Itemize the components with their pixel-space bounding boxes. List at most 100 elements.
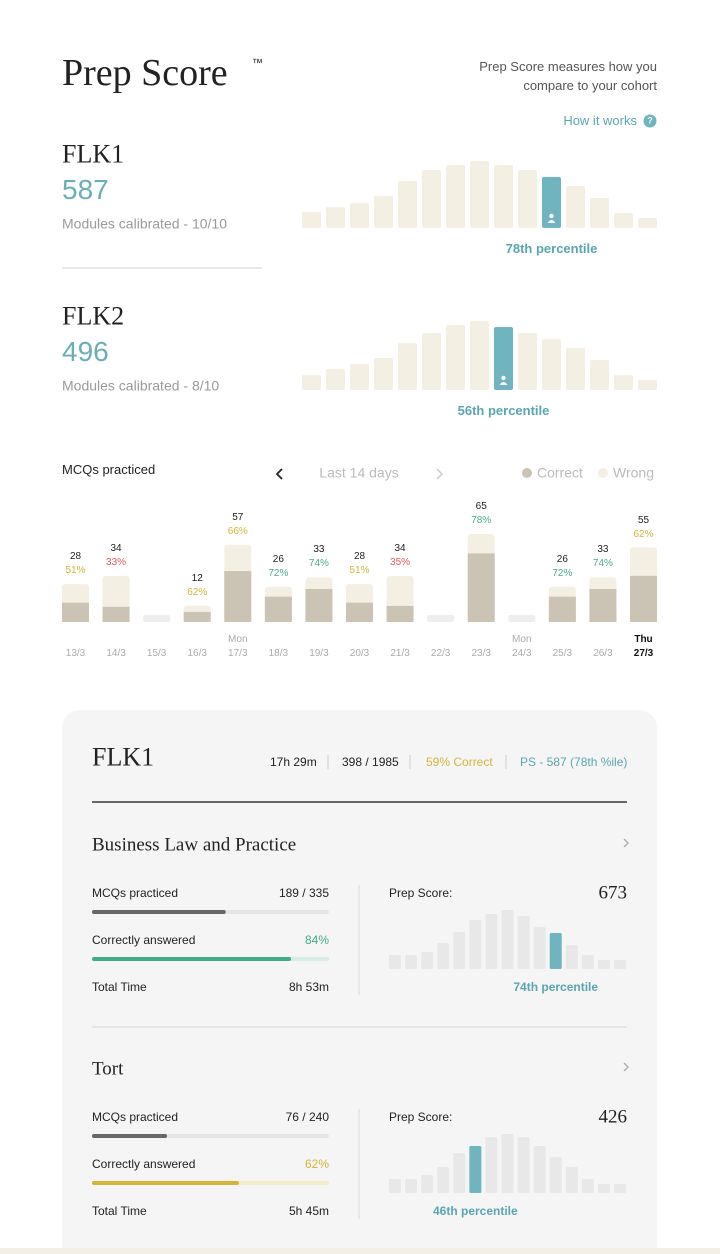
distribution-bar: [389, 955, 401, 969]
weekday: Mon: [512, 634, 532, 645]
period: Last 14 days: [319, 464, 399, 481]
empty-day: [427, 615, 455, 622]
date-label: 16/3: [187, 648, 207, 659]
exam-score: 587: [62, 174, 109, 206]
exam-score: 496: [62, 336, 109, 368]
weekday: Mon: [228, 634, 248, 645]
mcqs-count: 189 / 335: [278, 885, 329, 900]
distribution-bar: [398, 181, 417, 228]
title: Prep Score: [62, 52, 228, 95]
legend-label: Wrong: [613, 464, 654, 481]
empty-day: [143, 615, 171, 622]
correct-fill: [92, 1181, 239, 1185]
distribution-bar: [638, 380, 657, 390]
distribution-bar: [453, 932, 466, 969]
date-label: 22/3: [430, 648, 451, 659]
correct-fill: [92, 957, 292, 961]
distribution-bar: [533, 1146, 546, 1193]
pct-label: 74%: [308, 558, 329, 570]
distribution-bar: [446, 325, 465, 390]
distribution-bar: [614, 960, 626, 969]
correct-bar: [346, 602, 373, 622]
date-label: 19/3: [309, 648, 329, 659]
caption: Correctly answered: [92, 932, 196, 947]
chevron[interactable]: [623, 838, 629, 848]
date-label: 24/3: [512, 648, 532, 659]
pct-label: 62%: [187, 586, 208, 598]
distribution-bar: [590, 198, 609, 228]
caption: MCQs practiced: [92, 885, 179, 900]
correct-pct: 84%: [304, 932, 329, 947]
count-label: 57: [232, 511, 244, 523]
distribution-bar: [549, 1157, 562, 1193]
count-label: 55: [637, 514, 650, 526]
chevron[interactable]: [623, 1062, 629, 1072]
caption: Prep Score:: [389, 885, 453, 900]
pct-label: 35%: [390, 556, 411, 568]
distribution-bar: [542, 339, 561, 390]
highlight-bar: [469, 1146, 482, 1193]
distribution-bar: [446, 165, 465, 228]
prev-arrow[interactable]: [275, 468, 283, 480]
distribution-bar: [494, 165, 513, 228]
bottom-strip: [0, 1248, 720, 1254]
distribution-bar: [518, 170, 537, 228]
legend-dot: [522, 468, 532, 478]
legend-dot: [598, 468, 608, 478]
distribution-bar: [389, 1179, 401, 1193]
subject-name: Business Law and Practice: [92, 834, 297, 856]
help-icon-bg: [643, 114, 657, 128]
count-label: 34: [110, 542, 122, 554]
trademark: ™: [252, 57, 263, 70]
correct-bar: [386, 605, 414, 622]
percentile: 78th percentile: [505, 241, 598, 257]
distribution-bar: [501, 1134, 514, 1193]
count-label: 26: [272, 553, 284, 565]
stat: 398 / 1985: [342, 754, 399, 769]
distribution-bar: [614, 1184, 626, 1193]
correct-bar: [548, 596, 576, 622]
correct-bar: [305, 588, 333, 622]
caption: Total Time: [92, 1203, 147, 1218]
distribution-bar: [597, 1184, 610, 1193]
distribution-bar: [566, 348, 585, 390]
count-label: 28: [69, 551, 82, 563]
highlight-bar: [494, 327, 513, 390]
distribution-bar: [469, 920, 482, 969]
chart-title: MCQs practiced: [62, 462, 156, 478]
distribution-bar: [581, 1179, 594, 1193]
distribution-bar: [638, 218, 657, 228]
pct-label: 33%: [106, 556, 127, 568]
distribution-bar: [517, 916, 530, 969]
help-link[interactable]: How it works: [563, 113, 637, 129]
date-label: 23/3: [471, 648, 491, 659]
highlight-bar: [542, 177, 561, 228]
distribution-bar: [517, 1137, 530, 1193]
stat: 17h 29m: [270, 754, 317, 769]
date-label: 27/3: [633, 648, 654, 659]
pct-label: 78%: [471, 515, 492, 526]
pct-label: 66%: [227, 525, 248, 537]
distribution-bar: [590, 360, 609, 390]
mcqs-count: 76 / 240: [285, 1109, 329, 1124]
empty-day: [508, 615, 536, 622]
date-label: 17/3: [228, 648, 248, 659]
stat: 59% Correct: [426, 754, 493, 769]
count-label: 12: [191, 572, 203, 584]
distribution-bar: [302, 375, 321, 390]
subject-score: 426: [598, 1106, 628, 1128]
subject-score: 673: [598, 882, 628, 904]
count-label: 33: [313, 544, 325, 556]
date-label: 13/3: [65, 648, 86, 659]
next-arrow[interactable]: [436, 468, 444, 480]
distribution-bar: [374, 358, 393, 390]
distribution-bar: [326, 369, 345, 390]
calibration: Modules calibrated - 8/10: [62, 377, 220, 394]
stat: PS - 587 (78th %ile): [520, 754, 628, 769]
description: Prep Score measures how you: [479, 59, 657, 75]
distribution-bar: [437, 943, 450, 969]
card-title: FLK1: [92, 742, 155, 772]
date-label: 14/3: [106, 648, 126, 659]
percentile: 46th percentile: [432, 1203, 518, 1218]
